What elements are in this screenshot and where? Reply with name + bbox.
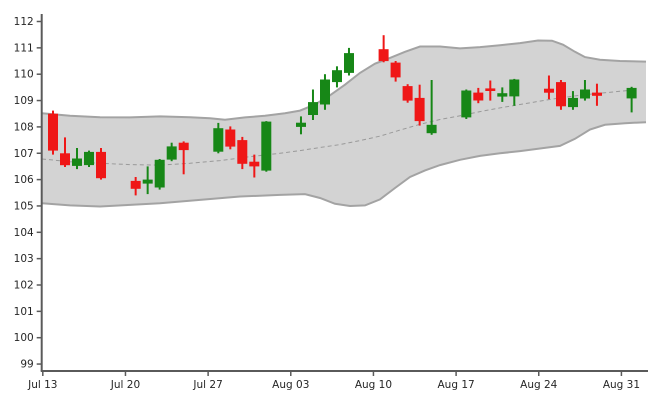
candle-body-Aug-18 [473,92,484,101]
candle-body-Aug-25 [556,82,566,107]
y-tick-label: 99 [20,359,33,371]
x-tick-label: Jul 20 [110,379,140,391]
y-tick-label: 105 [14,200,34,212]
candle-body-Aug-17 [461,90,472,118]
candle-body-Aug-06 [332,70,342,83]
candle-body-Aug-28 [592,92,602,96]
candle-body-Jul-30 [249,161,260,167]
bollinger-band-lower-edge [41,121,647,208]
y-tick-label: 111 [14,42,34,54]
candle-body-Jul-31 [261,121,272,171]
candle-body-Aug-10 [378,49,389,62]
candle-body-Aug-31 [626,87,637,99]
y-tick-label: 102 [14,280,34,292]
candle-body-Aug-27 [580,89,590,99]
candle-body-Aug-04 [308,102,318,115]
candle-body-Aug-13 [414,97,425,122]
candle-body-Aug-07 [344,53,354,73]
candle-body-Jul-29 [237,140,248,164]
candle-body-Aug-20 [497,93,508,97]
candle-body-Aug-03 [296,122,306,127]
candle-body-Aug-24 [544,88,554,93]
candle-body-Aug-14 [426,124,437,134]
bollinger-band-fill [42,40,646,207]
candle-body-Jul-13 [48,113,58,151]
y-tick-label: 112 [14,16,34,28]
candle-body-Jul-16 [84,151,94,166]
y-tick-label: 109 [14,95,34,107]
candle-body-Aug-11 [390,62,401,78]
candle-body-Jul-21 [142,179,153,184]
candle-body-Aug-19 [485,88,496,91]
y-tick-label: 110 [14,69,34,81]
y-tick-label: 106 [14,174,34,186]
candle-body-Aug-26 [568,97,578,108]
y-tick-label: 108 [14,121,34,133]
y-tick-label: 103 [14,253,34,265]
candle-body-Jul-24 [178,142,189,151]
candle-body-Aug-05 [320,79,330,105]
x-tick-label: Aug 10 [355,379,392,391]
candle-body-Jul-14 [60,153,70,166]
y-tick-label: 100 [14,332,34,344]
x-tick-label: Jul 13 [27,379,57,391]
candle-body-Jul-22 [154,159,165,188]
candle-body-Jul-20 [130,180,141,189]
x-tick-label: Aug 03 [272,379,309,391]
candle-body-Jul-17 [96,151,106,179]
candle-body-Aug-12 [402,86,413,101]
bollinger-band-upper-edge [41,39,647,121]
y-tick-label: 107 [14,148,34,160]
x-tick-label: Aug 31 [603,379,640,391]
candle-body-Jul-28 [225,129,236,147]
moving-average-line [41,89,635,166]
x-tick-label: Aug 24 [520,379,558,391]
x-tick-label: Jul 27 [192,379,222,391]
y-tick-label: 104 [14,227,34,239]
candle-body-Jul-27 [213,128,224,152]
candle-body-Jul-15 [72,158,82,166]
candle-body-Jul-23 [166,146,177,160]
candle-body-Aug-21 [509,79,520,97]
y-tick-label: 101 [14,306,34,318]
x-tick-label: Aug 17 [437,379,474,391]
